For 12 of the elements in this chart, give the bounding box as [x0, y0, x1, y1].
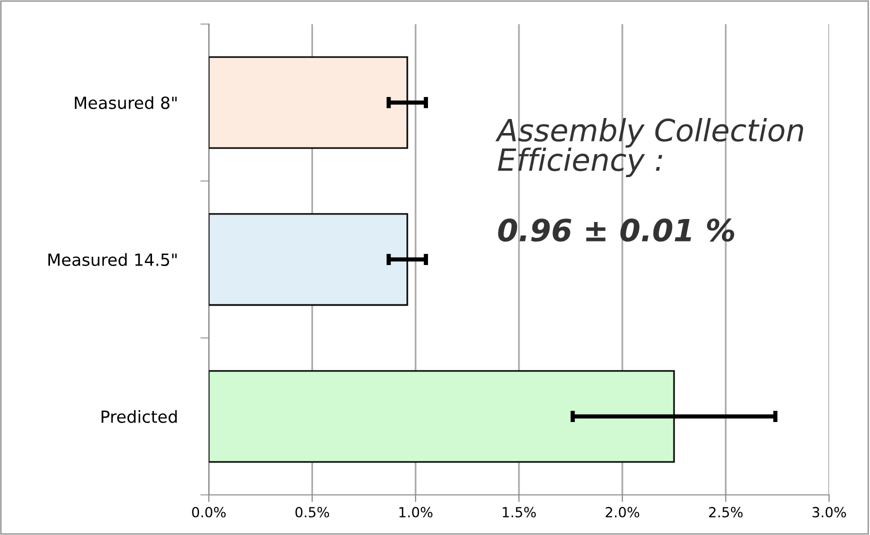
x-tick-label: 2.0%	[606, 506, 640, 518]
y-tick-label: Measured 14.5"	[48, 253, 177, 266]
y-tick-label: Measured 8"	[74, 96, 177, 110]
y-tick-label: Predicted	[102, 410, 177, 423]
x-tick-label: 3.0%	[812, 506, 846, 518]
x-tick-label: 0.5%	[295, 506, 330, 518]
x-tick-label: 1.5%	[502, 506, 536, 518]
annotation: Assembly Collection Efficiency :	[495, 118, 804, 178]
x-tick-label: 1.0%	[399, 506, 432, 518]
annotation: 0.96 ± 0.01 %	[498, 218, 734, 242]
x-tick-label: 0.0%	[192, 506, 226, 518]
x-tick-label: 2.5%	[709, 506, 743, 518]
